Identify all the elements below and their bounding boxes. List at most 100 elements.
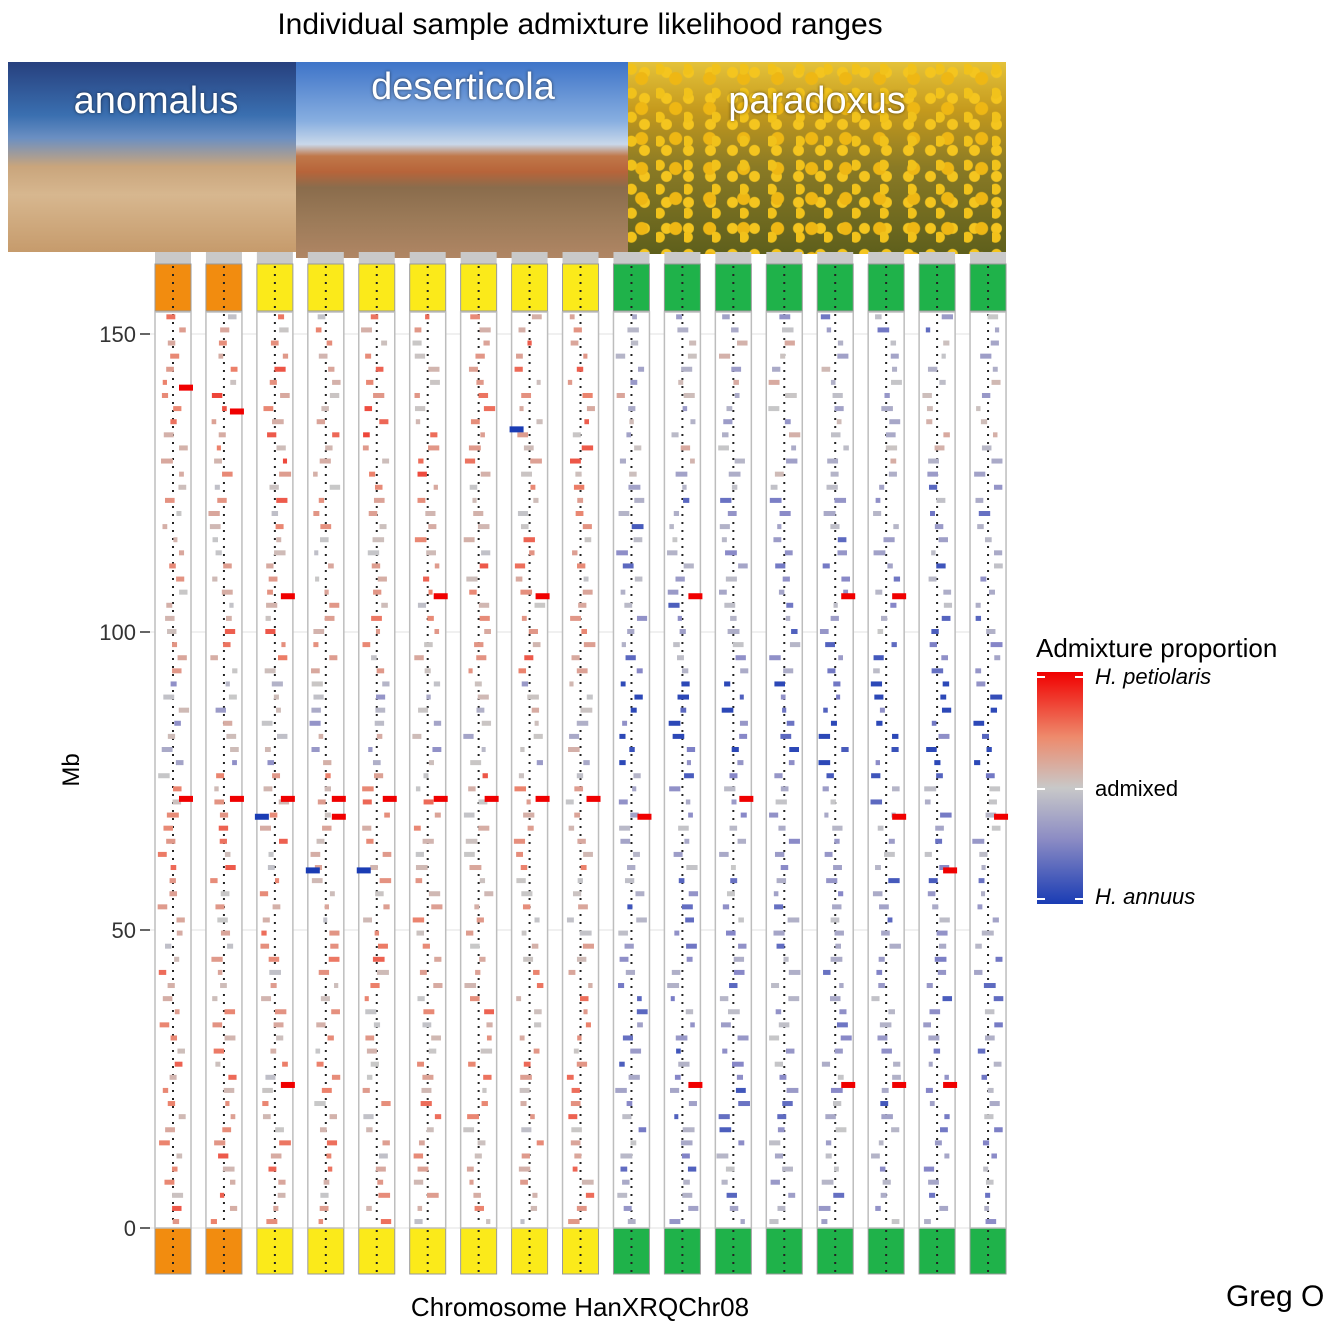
range-segment-10: [675, 1035, 688, 1041]
range-segment-7: [519, 406, 524, 412]
range-segment-9: [633, 851, 640, 857]
group-block-bottom-15: [918, 1227, 956, 1275]
range-segment-5: [426, 694, 431, 700]
range-segment-13: [832, 825, 843, 831]
range-segment-11: [726, 406, 733, 412]
strip-header-14: [868, 252, 905, 264]
range-segment-10: [675, 576, 685, 582]
range-segment-8: [574, 1153, 582, 1159]
range-segment-5: [428, 589, 433, 595]
range-segment-15: [941, 353, 946, 359]
range-segment-15: [925, 327, 931, 333]
range-segment-13: [825, 642, 835, 648]
range-segment-3: [323, 1179, 330, 1185]
range-segment-4: [370, 1061, 379, 1067]
range-segment-10: [668, 720, 681, 726]
range-segment-7: [536, 379, 541, 385]
range-segment-3: [315, 327, 322, 333]
range-segment-6: [483, 340, 490, 346]
range-segment-1: [213, 1048, 225, 1054]
range-segment-3: [321, 1087, 332, 1093]
range-segment-14: [879, 1166, 886, 1172]
range-segment-3: [313, 471, 318, 477]
range-segment-7: [521, 1153, 530, 1159]
range-segment-7: [527, 694, 539, 700]
range-segment-10: [690, 458, 695, 464]
group-block-top-13: [816, 263, 854, 312]
range-segment-15: [931, 720, 937, 726]
range-segment-1: [217, 969, 223, 975]
range-segment-4: [380, 1219, 392, 1225]
range-segment-11: [740, 812, 747, 818]
range-segment-0: [172, 668, 182, 674]
range-segment-9: [620, 681, 626, 687]
range-segment-14: [873, 668, 880, 674]
range-segment-10: [686, 747, 696, 753]
strip-header-5: [409, 252, 446, 264]
range-segment-5: [426, 1127, 434, 1133]
petiolaris-segment-14-2: [892, 1081, 907, 1088]
range-segment-12: [785, 1048, 795, 1054]
range-segment-11: [730, 865, 736, 871]
range-segment-11: [722, 314, 730, 320]
range-segment-0: [173, 537, 178, 543]
range-segment-4: [366, 1074, 373, 1080]
petiolaris-segment-1-1: [229, 795, 244, 802]
range-segment-7: [517, 432, 529, 438]
range-segment-1: [228, 694, 237, 700]
range-segment-1: [215, 707, 226, 713]
range-segment-16: [993, 484, 1003, 490]
range-segment-14: [892, 786, 900, 792]
range-segment-13: [824, 812, 829, 818]
range-segment-8: [576, 366, 584, 372]
range-segment-6: [464, 983, 477, 989]
range-segment-0: [174, 1009, 180, 1015]
range-segment-6: [478, 825, 490, 831]
range-segment-14: [888, 878, 900, 884]
range-segment-0: [158, 773, 170, 779]
range-segment-1: [224, 851, 231, 857]
photo-label-deserticola: deserticola: [371, 66, 555, 108]
range-segment-16: [984, 537, 992, 543]
range-segment-12: [769, 812, 779, 818]
range-segment-10: [682, 406, 688, 412]
range-segment-12: [778, 589, 785, 595]
group-block-top-15: [918, 263, 956, 312]
range-segment-8: [570, 340, 579, 346]
range-segment-7: [526, 799, 531, 805]
range-segment-6: [469, 589, 477, 595]
range-segment-15: [928, 878, 938, 884]
range-segment-5: [426, 550, 436, 556]
range-segment-5: [425, 314, 430, 320]
range-segment-4: [379, 524, 387, 530]
range-segment-9: [626, 432, 632, 438]
annuus-segment-7-0: [509, 426, 524, 433]
range-segment-5: [422, 1022, 432, 1028]
range-segment-12: [782, 576, 790, 582]
range-segment-11: [735, 1087, 746, 1093]
range-segment-0: [174, 1061, 183, 1067]
range-segment-11: [724, 681, 731, 687]
range-segment-11: [722, 904, 730, 910]
range-segment-0: [169, 878, 176, 884]
range-segment-9: [629, 471, 637, 477]
range-segment-5: [430, 432, 438, 438]
range-segment-3: [324, 812, 331, 818]
range-segment-9: [637, 1022, 643, 1028]
range-segment-11: [732, 1061, 744, 1067]
range-segment-3: [318, 353, 328, 359]
range-segment-8: [573, 484, 585, 490]
range-segment-4: [362, 825, 372, 831]
range-segment-2: [271, 419, 284, 425]
range-segment-9: [637, 996, 642, 1002]
range-segment-4: [377, 576, 387, 582]
range-segment-15: [928, 484, 938, 490]
range-segment-12: [774, 1061, 784, 1067]
range-segment-9: [619, 760, 626, 766]
range-segment-3: [319, 1127, 327, 1133]
range-segment-9: [634, 576, 643, 582]
range-segment-8: [584, 419, 590, 425]
range-segment-12: [791, 445, 797, 451]
range-segment-11: [731, 799, 737, 805]
range-segment-2: [267, 589, 273, 595]
